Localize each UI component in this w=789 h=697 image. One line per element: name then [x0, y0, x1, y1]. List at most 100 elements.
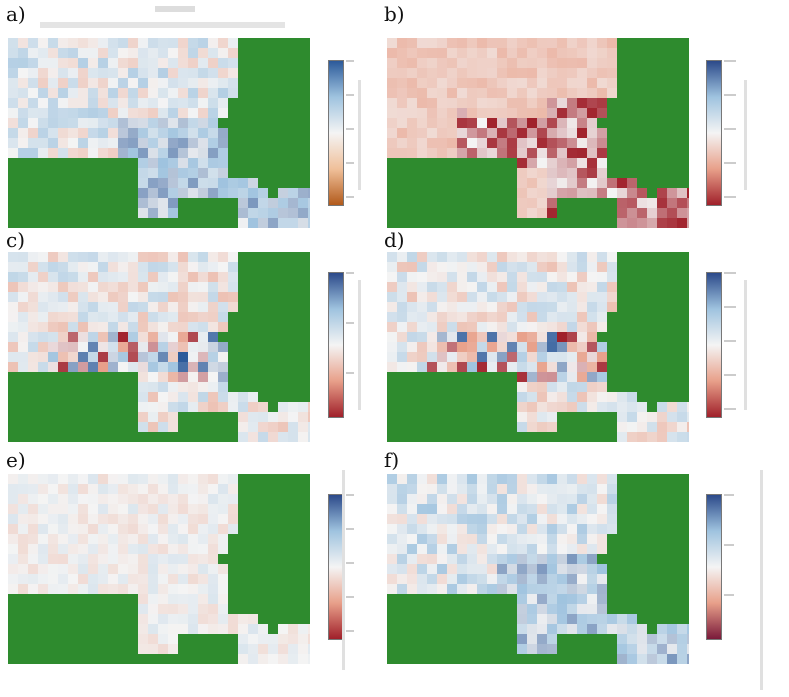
- map-cell: [308, 554, 310, 564]
- map-b-svg: [387, 38, 689, 228]
- map-cell: [188, 554, 198, 564]
- map-cell: [198, 594, 208, 604]
- map-cell: [437, 218, 447, 228]
- map-cell: [417, 372, 427, 382]
- map-cell: [218, 88, 228, 98]
- map-cell: [28, 88, 38, 98]
- map-cell: [617, 422, 627, 432]
- map-cell: [118, 282, 128, 292]
- map-cell: [577, 372, 587, 382]
- map-cell: [28, 362, 38, 372]
- map-cell: [128, 342, 138, 352]
- map-cell: [417, 302, 427, 312]
- map-cell: [108, 494, 118, 504]
- map-cell: [68, 188, 78, 198]
- map-cell: [527, 382, 537, 392]
- map-cell: [557, 38, 567, 48]
- map-cell: [517, 208, 527, 218]
- map-cell: [158, 614, 168, 624]
- map-cell: [48, 118, 58, 128]
- map-cell: [168, 208, 178, 218]
- map-cell: [188, 392, 198, 402]
- map-cell: [427, 594, 437, 604]
- map-cell: [138, 252, 148, 262]
- map-cell: [148, 322, 158, 332]
- map-cell: [158, 118, 168, 128]
- map-cell: [557, 372, 567, 382]
- map-cell: [567, 372, 577, 382]
- map-cell: [68, 494, 78, 504]
- map-cell: [587, 624, 597, 634]
- map-cell: [98, 38, 108, 48]
- map-cell: [517, 312, 527, 322]
- map-cell: [198, 78, 208, 88]
- map-cell: [308, 218, 310, 228]
- map-cell: [537, 584, 547, 594]
- map-cell: [298, 58, 308, 68]
- map-cell: [547, 422, 557, 432]
- map-cell: [238, 138, 248, 148]
- map-cell: [497, 514, 507, 524]
- map-cell: [98, 614, 108, 624]
- map-cell: [507, 188, 517, 198]
- map-cell: [557, 332, 567, 342]
- map-cell: [507, 352, 517, 362]
- map-cell: [228, 412, 238, 422]
- map-cell: [8, 604, 18, 614]
- map-cell: [487, 564, 497, 574]
- map-cell: [627, 332, 637, 342]
- map-cell: [467, 402, 477, 412]
- map-cell: [527, 584, 537, 594]
- map-cell: [228, 504, 238, 514]
- map-cell: [38, 352, 48, 362]
- map-cell: [198, 634, 208, 644]
- map-cell: [587, 412, 597, 422]
- map-cell: [587, 302, 597, 312]
- map-cell: [68, 504, 78, 514]
- map-cell: [627, 504, 637, 514]
- map-cell: [627, 574, 637, 584]
- map-cell: [28, 422, 38, 432]
- map-cell: [487, 48, 497, 58]
- map-cell: [527, 98, 537, 108]
- map-cell: [258, 272, 268, 282]
- map-cell: [178, 188, 188, 198]
- map-cell: [657, 352, 667, 362]
- colorbar-c: [328, 272, 344, 418]
- map-cell: [28, 382, 38, 392]
- map-cell: [587, 208, 597, 218]
- map-cell: [427, 178, 437, 188]
- map-cell: [587, 118, 597, 128]
- map-cell: [557, 402, 567, 412]
- map-cell: [587, 554, 597, 564]
- map-cell: [537, 382, 547, 392]
- map-cell: [168, 302, 178, 312]
- map-cell: [18, 614, 28, 624]
- map-cell: [477, 534, 487, 544]
- map-cell: [557, 382, 567, 392]
- map-cell: [507, 208, 517, 218]
- map-cell: [537, 282, 547, 292]
- map-cell: [98, 342, 108, 352]
- map-cell: [407, 362, 417, 372]
- map-cell: [577, 352, 587, 362]
- map-cell: [607, 594, 617, 604]
- map-cell: [48, 158, 58, 168]
- map-cell: [28, 188, 38, 198]
- map-cell: [477, 504, 487, 514]
- map-cell: [58, 262, 68, 272]
- map-cell: [38, 148, 48, 158]
- map-cell: [567, 484, 577, 494]
- map-cell: [228, 108, 238, 118]
- map-cell: [647, 262, 657, 272]
- map-cell: [557, 474, 567, 484]
- map-cell: [507, 218, 517, 228]
- map-cell: [457, 68, 467, 78]
- map-cell: [477, 88, 487, 98]
- map-cell: [128, 198, 138, 208]
- map-cell: [627, 624, 637, 634]
- map-cell: [228, 98, 238, 108]
- map-cell: [577, 412, 587, 422]
- map-cell: [278, 128, 288, 138]
- map-cell: [88, 574, 98, 584]
